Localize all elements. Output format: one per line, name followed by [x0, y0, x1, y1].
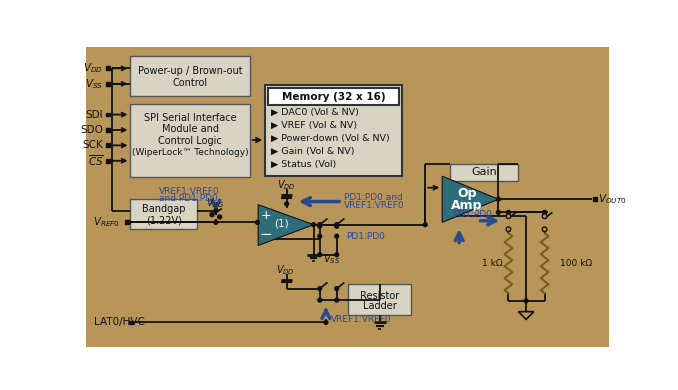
- Text: VREF1:VREF0: VREF1:VREF0: [332, 315, 392, 324]
- Text: PD1:PD0: PD1:PD0: [346, 232, 385, 241]
- Circle shape: [318, 298, 321, 302]
- Text: SDI: SDI: [85, 110, 103, 120]
- Bar: [593, 197, 597, 201]
- Circle shape: [496, 197, 500, 201]
- Text: ▶ Gain (Vol & NV): ▶ Gain (Vol & NV): [271, 147, 355, 156]
- Bar: [129, 321, 133, 324]
- Polygon shape: [519, 312, 534, 319]
- Circle shape: [312, 223, 315, 227]
- Text: Gain: Gain: [471, 167, 497, 177]
- Bar: [130, 199, 197, 229]
- Circle shape: [318, 287, 321, 291]
- Text: PD1:PD0 and: PD1:PD0 and: [344, 193, 403, 202]
- Bar: [125, 220, 128, 224]
- Circle shape: [335, 223, 338, 227]
- Circle shape: [335, 287, 338, 291]
- Bar: [106, 144, 110, 147]
- Text: Resistor: Resistor: [360, 291, 399, 301]
- Bar: [130, 104, 250, 177]
- Text: SCK: SCK: [83, 140, 103, 151]
- Circle shape: [524, 299, 528, 303]
- Text: $V_{SS}$: $V_{SS}$: [85, 77, 103, 90]
- Text: $V_{OUT0}$: $V_{OUT0}$: [599, 192, 627, 206]
- Text: Amp: Amp: [451, 199, 483, 212]
- Text: ▶ Power-down (Vol & NV): ▶ Power-down (Vol & NV): [271, 134, 390, 143]
- Text: Module and: Module and: [161, 124, 218, 134]
- Text: (1.22V): (1.22V): [146, 215, 182, 225]
- Circle shape: [542, 211, 546, 214]
- Text: Ladder: Ladder: [363, 301, 397, 311]
- Text: VREF1:VREF0: VREF1:VREF0: [159, 187, 219, 196]
- Text: (WiperLock™ Technology): (WiperLock™ Technology): [132, 148, 248, 157]
- Text: 100 kΩ: 100 kΩ: [560, 259, 592, 268]
- Text: Power-up / Brown-out: Power-up / Brown-out: [138, 66, 242, 76]
- Bar: [265, 85, 402, 176]
- Circle shape: [318, 253, 321, 257]
- Circle shape: [542, 214, 547, 218]
- Text: ▶ Status (Vol): ▶ Status (Vol): [271, 160, 336, 169]
- Text: SPI Serial Interface: SPI Serial Interface: [144, 113, 237, 122]
- Circle shape: [506, 214, 511, 218]
- Text: +: +: [260, 209, 271, 222]
- Text: LAT0/HVC: LAT0/HVC: [94, 317, 145, 328]
- Text: Op: Op: [457, 186, 477, 200]
- Text: ▶ DAC0 (Vol & NV): ▶ DAC0 (Vol & NV): [271, 108, 359, 117]
- Circle shape: [214, 220, 218, 224]
- Polygon shape: [258, 205, 314, 245]
- Text: $V_{DD}$: $V_{DD}$: [276, 263, 294, 277]
- Text: $V_{REF0}$: $V_{REF0}$: [93, 215, 119, 229]
- Text: $V_{DD}$: $V_{DD}$: [83, 62, 103, 75]
- Circle shape: [506, 211, 511, 214]
- Circle shape: [318, 223, 321, 227]
- Text: Memory (32 x 16): Memory (32 x 16): [282, 92, 385, 102]
- Circle shape: [324, 321, 328, 324]
- Circle shape: [318, 224, 321, 228]
- Bar: [130, 56, 250, 96]
- Bar: [106, 128, 110, 132]
- Bar: [106, 113, 110, 117]
- Text: 1 kΩ: 1 kΩ: [481, 259, 502, 268]
- Bar: [106, 66, 110, 70]
- Text: ▶ VREF (Vol & NV): ▶ VREF (Vol & NV): [271, 121, 357, 130]
- Circle shape: [542, 227, 547, 232]
- Circle shape: [285, 202, 289, 206]
- Text: Control: Control: [172, 78, 207, 88]
- Text: $V_{BG}$: $V_{BG}$: [206, 196, 224, 210]
- Circle shape: [335, 224, 338, 228]
- Text: $V_{DD}$: $V_{DD}$: [277, 179, 296, 192]
- Circle shape: [335, 234, 338, 238]
- Circle shape: [318, 234, 321, 238]
- Circle shape: [506, 227, 511, 232]
- Circle shape: [335, 298, 338, 302]
- Polygon shape: [442, 176, 498, 222]
- Text: Control Logic: Control Logic: [158, 136, 222, 146]
- Bar: [450, 164, 517, 181]
- Circle shape: [335, 253, 338, 257]
- Circle shape: [496, 211, 500, 214]
- Text: SDO: SDO: [81, 125, 103, 135]
- Circle shape: [210, 213, 214, 216]
- Text: PD1:PD0: PD1:PD0: [453, 210, 492, 219]
- Text: and PD1:PD0: and PD1:PD0: [159, 194, 218, 203]
- Circle shape: [218, 215, 222, 219]
- Text: −: −: [260, 227, 273, 242]
- Circle shape: [127, 220, 131, 224]
- Bar: [106, 82, 110, 86]
- Circle shape: [214, 209, 218, 213]
- Text: $\overline{CS}$: $\overline{CS}$: [87, 153, 103, 168]
- Bar: [348, 284, 412, 315]
- Circle shape: [256, 220, 259, 224]
- Text: Bandgap: Bandgap: [142, 204, 186, 214]
- Circle shape: [423, 223, 427, 227]
- Text: $V_{SS}$: $V_{SS}$: [323, 252, 340, 266]
- Bar: [268, 89, 399, 105]
- Text: VREF1:VREF0: VREF1:VREF0: [344, 201, 405, 210]
- Bar: [106, 159, 110, 163]
- Text: (1): (1): [274, 218, 289, 228]
